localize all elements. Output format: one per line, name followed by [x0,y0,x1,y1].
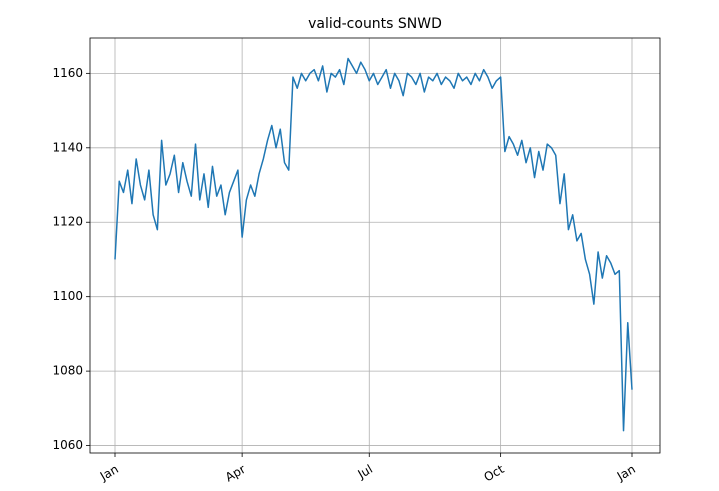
x-tick-label: Jan [97,462,121,484]
y-tick-label: 1080 [52,364,83,378]
x-tick-label: Jul [355,462,375,482]
y-tick-label: 1160 [52,66,83,80]
x-tick-label: Oct [481,462,506,485]
x-tick-label: Jan [614,462,638,484]
chart-title: valid-counts SNWD [308,16,442,32]
y-tick-label: 1100 [52,289,83,303]
y-tick-label: 1120 [52,215,83,229]
y-tick-label: 1140 [52,140,83,154]
x-tick-label: Apr [223,462,248,485]
y-tick-label: 1060 [52,438,83,452]
data-line [114,57,633,432]
plot-frame [89,37,661,454]
